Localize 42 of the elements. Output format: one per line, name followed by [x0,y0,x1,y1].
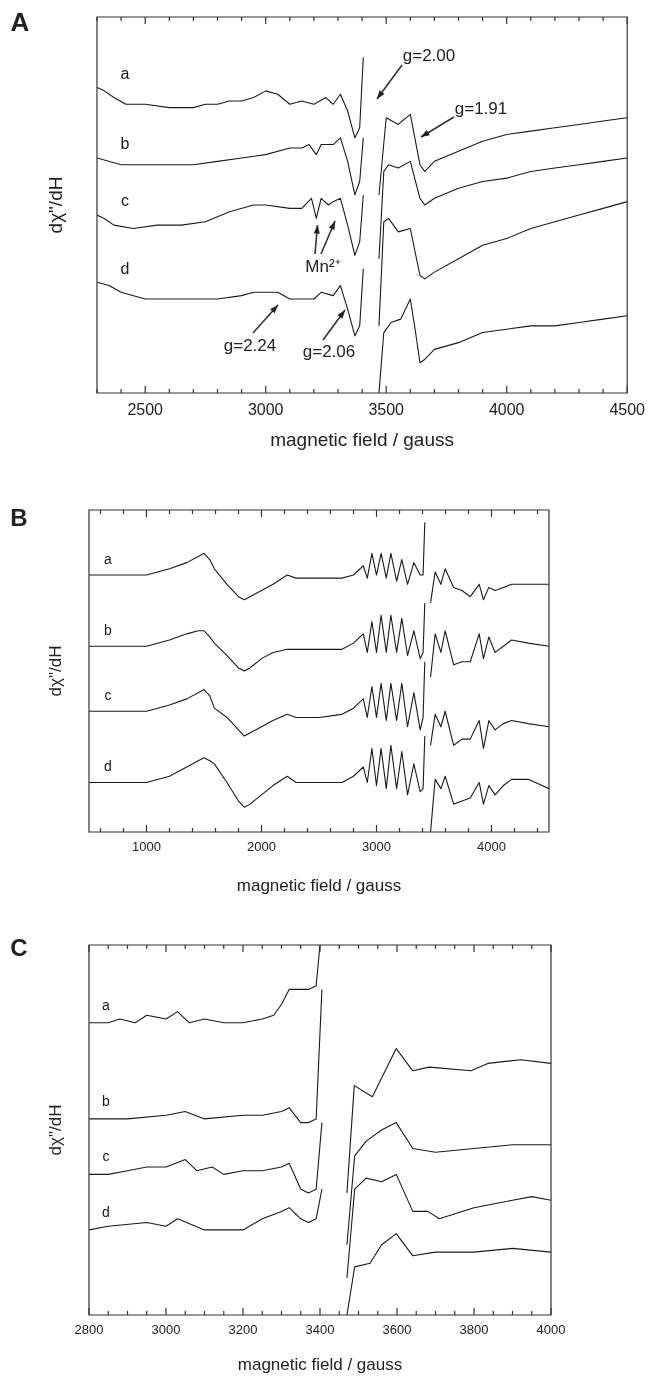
series-label: b [104,622,113,639]
x-tick-label: 3200 [228,1322,258,1338]
x-axis-title: magnetic field / gauss [236,876,402,896]
x-tick-label: 3000 [151,1322,181,1338]
series-label: a [102,996,111,1013]
annotation: g=2.06 [302,341,356,361]
chart-title: B [10,503,28,531]
series-label: c [104,687,112,704]
x-tick-label: 2500 [127,401,164,419]
x-tick-label: 3000 [362,839,391,855]
x-tick-label: 4000 [488,401,525,419]
chart-title: A [10,7,30,38]
y-axis-title: dχ"/dH [45,176,67,234]
annotation: g=2.24 [223,335,277,355]
series-label: b [102,1092,111,1109]
chart-title: C [10,933,28,961]
x-tick-label: 3500 [368,401,405,419]
series-label: a [104,550,113,567]
x-tick-label: 2800 [74,1322,104,1338]
x-tick-label: 4500 [609,401,646,419]
series-label: d [120,259,130,277]
series-label: a [120,64,130,82]
series-label: c [121,192,129,210]
series-label: b [120,135,130,153]
x-tick-label: 3000 [247,401,284,419]
series-label: d [102,1203,110,1220]
y-axis-title: dχ"/dH [45,645,65,697]
x-axis-title: magnetic field / gauss [237,1355,403,1375]
x-tick-label: 1000 [132,839,161,855]
annotation: Mn²⁺ [305,256,341,276]
annotation: g=1.91 [454,98,508,118]
annotation: g=2.00 [402,45,456,65]
x-tick-label: 3800 [459,1322,489,1338]
x-tick-label: 4000 [536,1322,566,1338]
series-label: c [102,1148,110,1165]
x-tick-label: 3600 [382,1322,412,1338]
x-tick-label: 4000 [477,839,506,855]
x-tick-label: 2000 [247,839,276,855]
series-label: d [104,758,112,775]
x-tick-label: 3400 [305,1322,335,1338]
y-axis-title: dχ"/dH [45,1104,65,1156]
x-axis-title: magnetic field / gauss [270,428,454,450]
